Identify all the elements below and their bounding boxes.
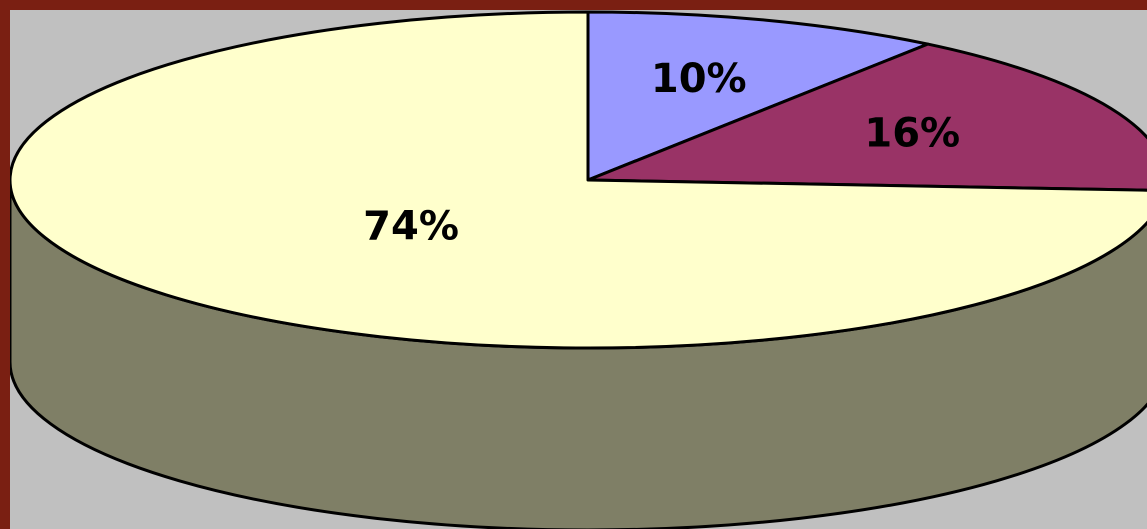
pie-slice-3: [10, 10, 1147, 350]
pie-slice-label-3: 74%: [363, 203, 459, 249]
chart-area: 10% 16% 74%: [10, 10, 1147, 529]
pie-chart: 10% 16% 74%: [10, 10, 1147, 529]
pie-slice-label-1: 10%: [651, 56, 747, 102]
pie-slice-2: [586, 42, 1147, 192]
pie-slice-1: [586, 10, 930, 182]
pie-slice-label-2: 16%: [864, 111, 960, 157]
